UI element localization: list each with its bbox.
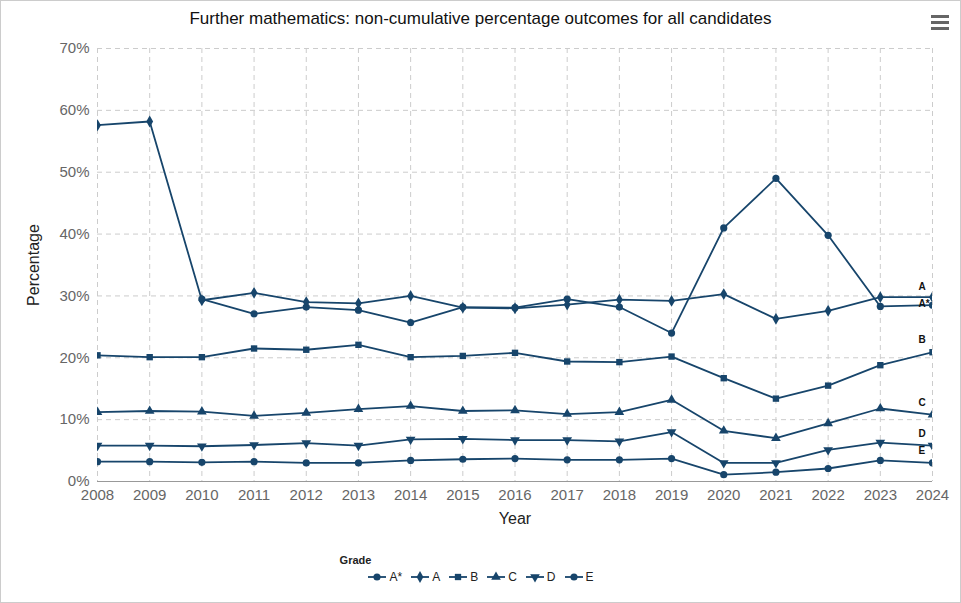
svg-text:2014: 2014 xyxy=(394,486,427,503)
svg-text:2010: 2010 xyxy=(185,486,218,503)
svg-text:20%: 20% xyxy=(59,349,89,366)
svg-text:A: A xyxy=(919,281,926,292)
html-text:A*: A* xyxy=(389,570,403,584)
html-text:E: E xyxy=(585,570,594,584)
svg-text:60%: 60% xyxy=(59,101,89,118)
svg-text:C: C xyxy=(919,397,926,408)
svg-text:A*: A* xyxy=(919,298,930,309)
svg-text:E: E xyxy=(919,445,926,456)
svg-text:2018: 2018 xyxy=(603,486,636,503)
html-text:C: C xyxy=(508,570,517,584)
svg-text:10%: 10% xyxy=(59,410,89,427)
svg-text:2016: 2016 xyxy=(498,486,531,503)
html-text:Further mathematics: non-cumul: Further mathematics: non-cumulative perc… xyxy=(189,9,772,28)
svg-text:2013: 2013 xyxy=(342,486,375,503)
svg-text:2022: 2022 xyxy=(811,486,844,503)
svg-text:2017: 2017 xyxy=(551,486,584,503)
svg-text:70%: 70% xyxy=(59,39,89,56)
svg-text:2024: 2024 xyxy=(916,486,949,503)
svg-text:2009: 2009 xyxy=(133,486,166,503)
svg-text:2015: 2015 xyxy=(446,486,479,503)
html-text:B: B xyxy=(470,570,479,584)
svg-text:2020: 2020 xyxy=(707,486,740,503)
svg-text:Percentage: Percentage xyxy=(25,224,42,306)
svg-text:50%: 50% xyxy=(59,163,89,180)
svg-text:2023: 2023 xyxy=(864,486,897,503)
svg-text:D: D xyxy=(919,428,926,439)
svg-text:0%: 0% xyxy=(67,472,90,490)
svg-text:30%: 30% xyxy=(59,287,89,304)
svg-text:B: B xyxy=(919,334,926,345)
svg-text:2021: 2021 xyxy=(759,486,792,503)
svg-text:2011: 2011 xyxy=(238,486,270,503)
html-text:A: A xyxy=(432,570,441,584)
html-text:D: D xyxy=(546,570,556,584)
svg-text:40%: 40% xyxy=(59,225,89,242)
svg-text:2019: 2019 xyxy=(655,486,688,503)
svg-text:2008: 2008 xyxy=(81,486,114,503)
svg-text:2012: 2012 xyxy=(290,486,323,503)
svg-text:Year: Year xyxy=(499,510,532,527)
html-text:Grade: Grade xyxy=(339,554,372,566)
